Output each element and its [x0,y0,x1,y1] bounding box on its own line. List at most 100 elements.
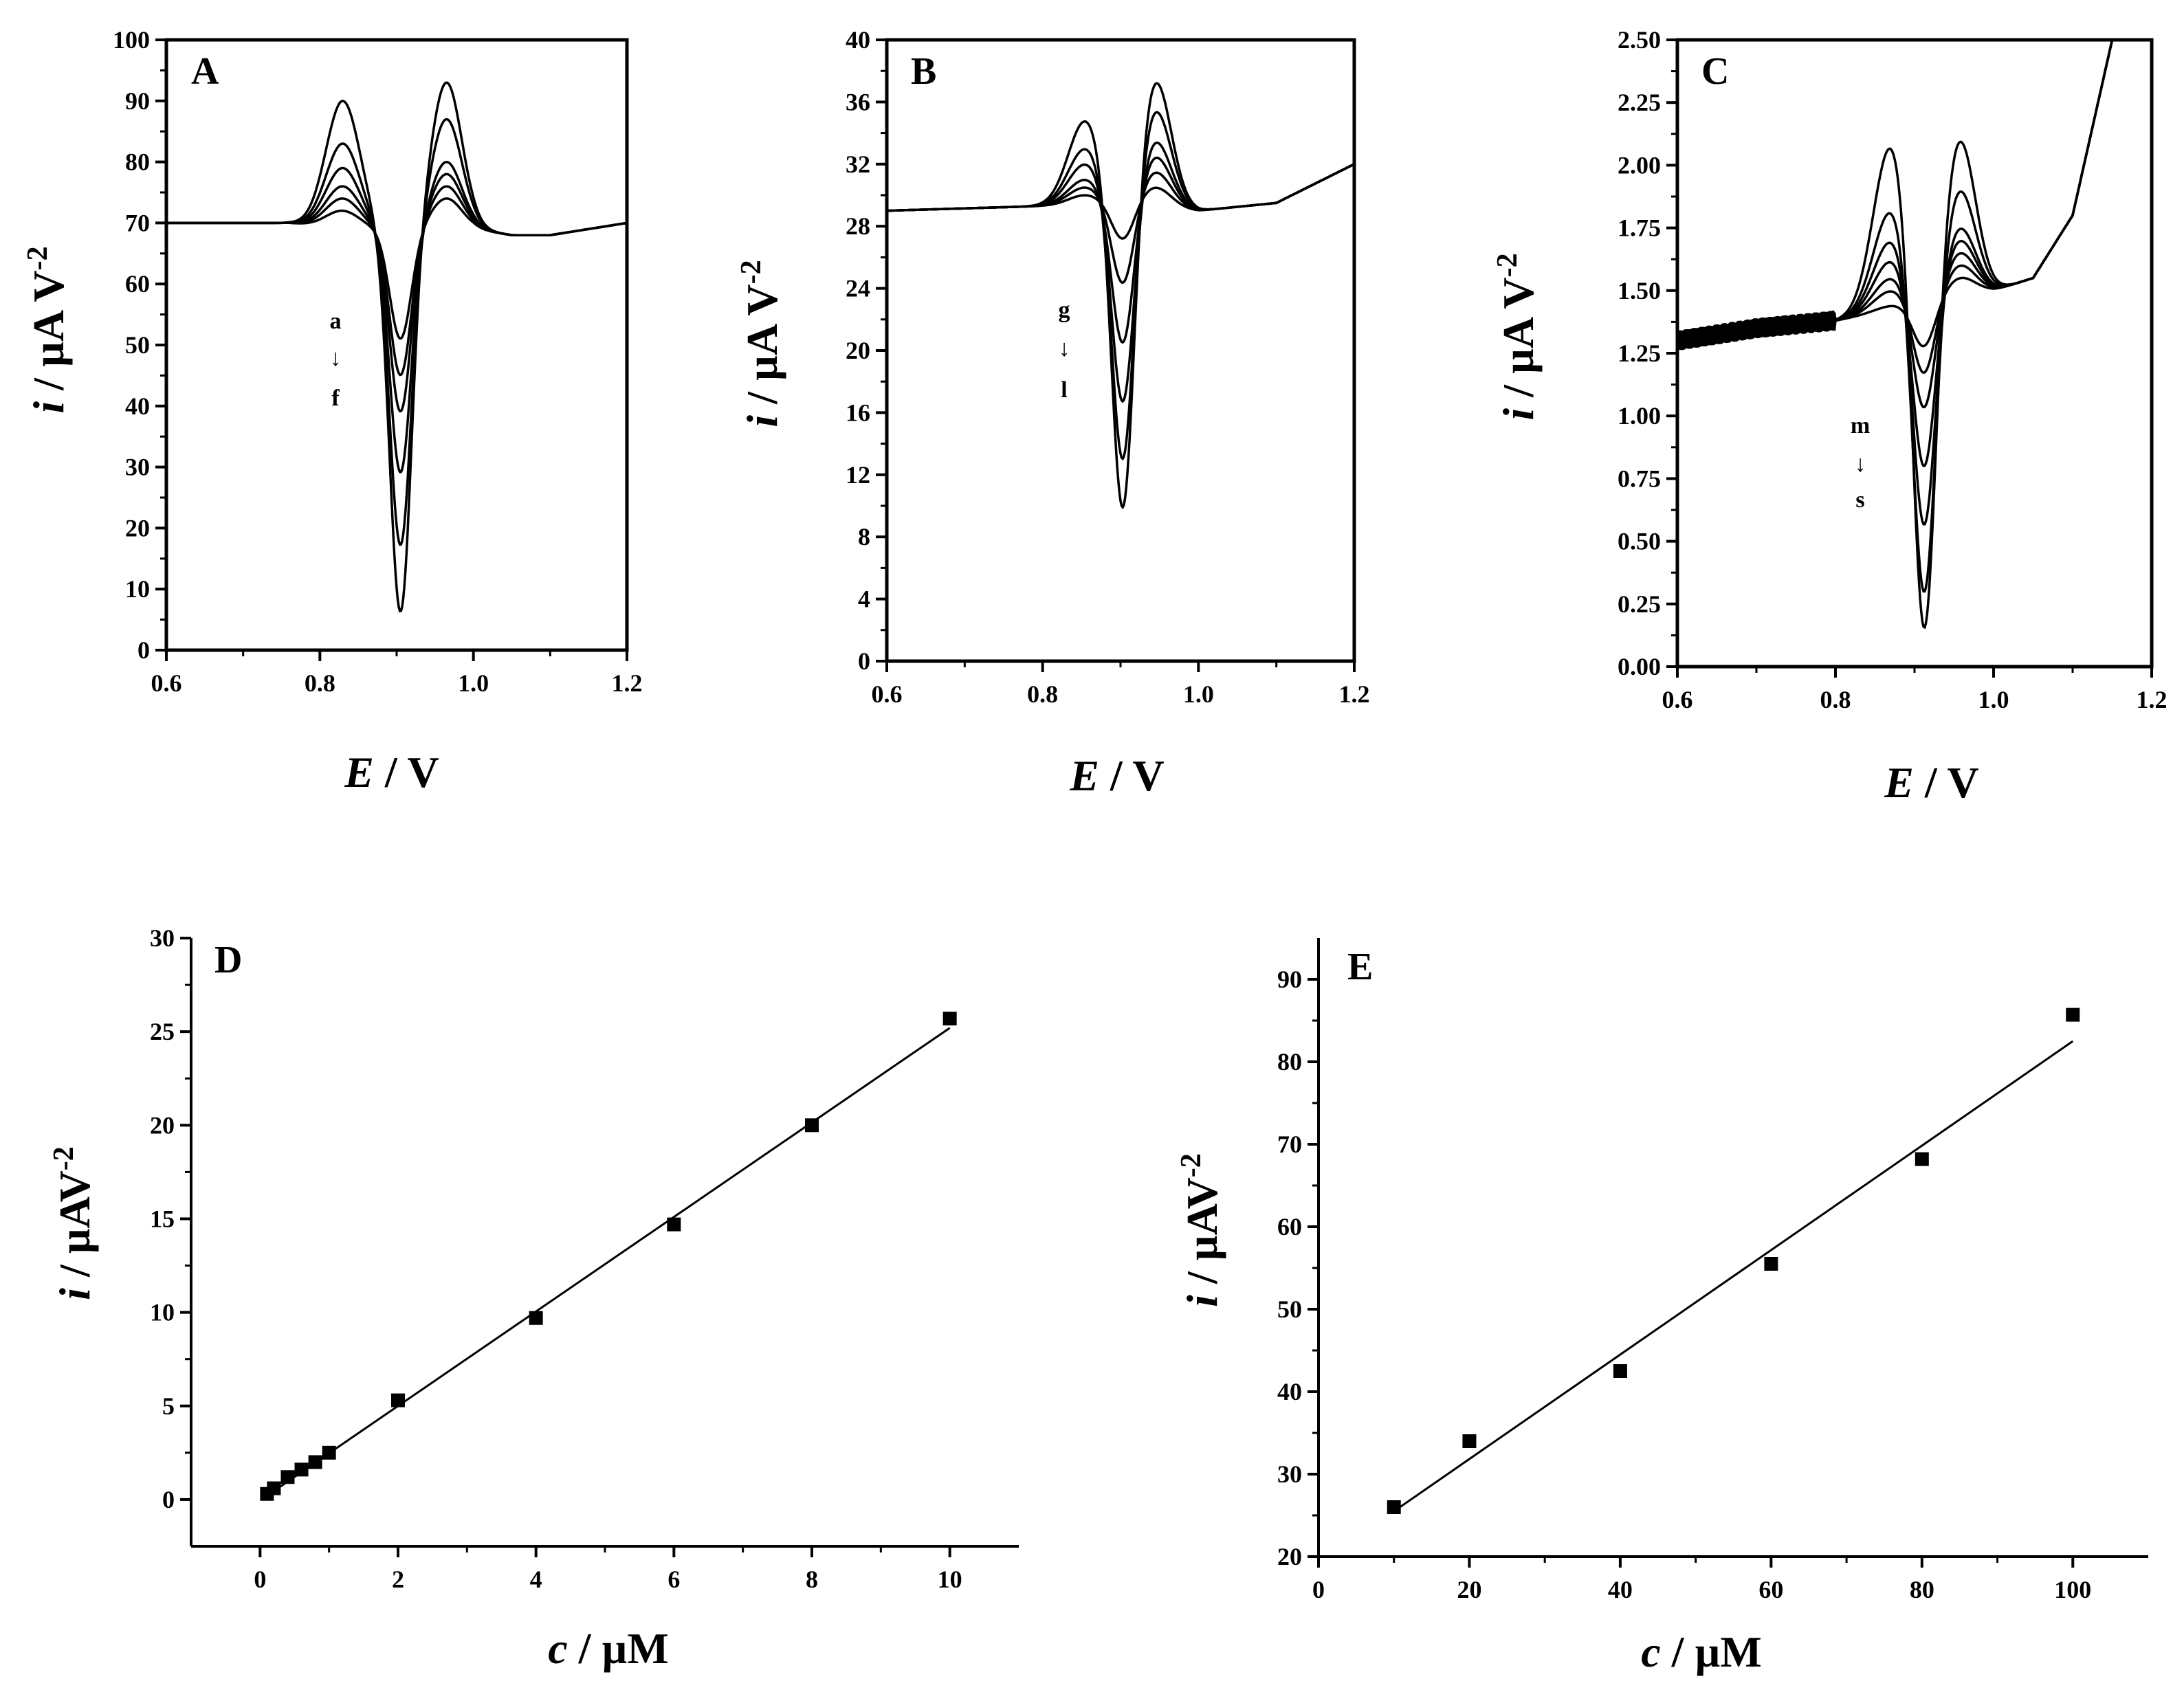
data-point [942,1012,957,1026]
y-tick-label: 1.25 [1618,339,1661,367]
plot-area: 0 4 8 12 16 20 24 28 32 36 40 0.6 0.8 1.0 1.2 [846,26,1370,708]
y-axis-var: i [1494,408,1543,421]
y-tick-label: 2.00 [1618,151,1661,179]
y-axis-label: i / µAV-2 [1176,1153,1226,1307]
y-axis-label: i / µAV-2 [48,1146,99,1300]
panel-label: A [191,50,219,93]
curve-label-top: m [1851,413,1870,438]
curve-label-top: g [1059,298,1070,323]
y-tick-label: 70 [1277,1131,1302,1158]
y-axis-label: i / µA V-2 [22,246,73,413]
x-tick-label: 1.0 [1183,680,1214,708]
y-tick-label: 1.75 [1618,214,1661,242]
arrow-down-icon: ↓ [330,346,342,371]
y-tick-label: 10 [125,575,150,603]
y-tick-label: 40 [125,392,150,420]
x-tick-label: 60 [1758,1576,1783,1603]
y-tick-label: 32 [846,151,870,178]
x-tick-label: 0.6 [151,669,182,697]
y-axis-sup: -2 [1176,1153,1207,1177]
data-point [294,1462,309,1477]
data-point [1613,1364,1627,1378]
y-tick-label: 30 [1277,1460,1302,1488]
x-tick-label: 4 [530,1566,542,1593]
panel-c-chart: C 0.00 0.25 0.50 0.75 1.00 1.25 1.50 1.75 2.00 2.… [1492,26,2168,807]
y-axis-label: i / µA V-2 [1492,253,1543,420]
y-axis-sup: -2 [22,246,54,270]
panel-label: E [1347,946,1373,988]
y-tick-label: 50 [125,331,150,359]
data-point [2066,1008,2080,1022]
y-axis-var: i [50,1288,99,1300]
y-tick-label: 25 [150,1018,175,1045]
y-tick-label: 90 [125,87,150,115]
y-tick-label: 0.25 [1618,590,1661,618]
panel-label: C [1701,50,1729,93]
x-tick-label: 100 [2054,1576,2091,1603]
panel-label: D [214,939,242,981]
data-point [529,1311,543,1325]
data-point [805,1118,819,1133]
y-tick-label: 100 [113,26,150,54]
y-axis-unit: / µA V [24,270,73,401]
curve-label-top: a [330,309,342,334]
plot-area: 0.00 0.25 0.50 0.75 1.00 1.25 1.50 1.75 2.00 2.25… [1618,26,2168,713]
y-tick-label: 90 [1277,966,1302,993]
y-tick-label: 60 [1277,1213,1302,1240]
y-tick-label: 24 [846,275,870,302]
y-tick-label: 80 [1277,1048,1302,1076]
x-axis-unit: / V [1099,751,1165,800]
y-tick-label: 0.50 [1618,528,1661,555]
data-point [322,1445,336,1460]
plot-area: 20 30 40 50 60 70 80 90 0 20 40 60 80 100 [1277,938,2148,1603]
y-tick-label: 8 [858,523,870,550]
x-tick-label: 8 [806,1566,818,1593]
x-axis-var: c [1641,1627,1660,1676]
fit-line [266,1027,951,1497]
y-tick-label: 50 [1277,1295,1302,1323]
y-tick-label: 0.00 [1618,653,1661,680]
curve-label-bottom: f [331,386,340,411]
x-axis-label: E / V [344,748,439,797]
data-point [667,1217,681,1232]
y-tick-label: 1.00 [1618,402,1661,430]
x-axis-unit: / V [374,748,439,797]
curve-range-label: m ↓ s [1851,413,1870,513]
y-axis-unit: / µA V [738,284,786,414]
y-tick-label: 30 [125,454,150,481]
arrow-down-icon: ↓ [1855,452,1866,477]
y-tick-label: 20 [125,514,150,542]
y-axis-var: i [1178,1295,1226,1307]
x-axis-unit: / µM [1661,1627,1762,1676]
x-tick-label: 1.0 [1978,686,2009,713]
y-tick-label: 0 [137,636,150,664]
data-point [1462,1434,1477,1448]
y-axis-label: i / µA V-2 [736,260,786,427]
x-axis-label: E / V [1884,758,1979,807]
x-tick-label: 80 [1910,1576,1934,1603]
series-l-line [887,163,1355,240]
x-tick-label: 6 [668,1566,680,1593]
x-axis-var: E [344,748,374,797]
x-axis-label: c / µM [548,1624,668,1673]
y-tick-label: 20 [1277,1543,1302,1570]
y-tick-label: 70 [125,209,150,236]
y-axis-sup: -2 [48,1146,80,1170]
y-tick-label: 36 [846,88,870,115]
fit-line [1393,1040,2074,1513]
y-axis-unit: / µA V [1494,277,1543,408]
y-tick-label: 10 [150,1299,175,1326]
y-tick-label: 80 [125,148,150,176]
series-f-line [166,197,628,340]
panel-d-chart: D 0 5 10 15 20 25 30 0 2 4 6 8 10 c / µM i / µAV-2 [48,924,1019,1673]
y-tick-label: 0 [162,1486,175,1513]
x-tick-label: 20 [1457,1576,1481,1603]
data-point [308,1455,322,1469]
x-tick-label: 0.8 [1820,686,1851,713]
x-tick-label: 40 [1608,1576,1633,1603]
y-tick-label: 20 [150,1111,175,1139]
x-axis-label: c / µM [1641,1627,1761,1676]
plot-area: 0 5 10 15 20 25 30 0 2 4 6 8 10 [150,924,1019,1593]
